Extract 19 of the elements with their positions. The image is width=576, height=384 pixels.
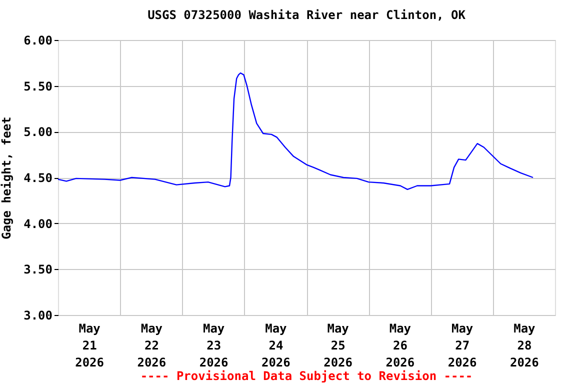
x-tick-label: May 23 2026	[199, 322, 228, 370]
x-tick-label: May 24 2026	[261, 322, 290, 370]
x-tick-label: May 21 2026	[75, 322, 104, 370]
y-tick-label: 3.00	[24, 308, 52, 322]
y-tick-label: 4.50	[24, 171, 52, 185]
x-tick-label: May 26 2026	[386, 322, 415, 370]
y-tick-label: 3.50	[24, 262, 52, 277]
y-tick-label: 5.50	[24, 79, 52, 94]
y-axis-title: Gage height, feet	[0, 116, 14, 240]
x-tick-label: May 22 2026	[137, 322, 166, 370]
y-tick-label: 6.00	[24, 34, 52, 48]
chart-title: USGS 07325000 Washita River near Clinton, OK	[148, 8, 466, 22]
text: ---- Provisional Data Subject to Revision ----	[140, 369, 473, 383]
x-tick-label: May 27 2026	[448, 322, 477, 370]
y-tick-label: 5.00	[24, 125, 52, 140]
y-tick-label: 4.00	[24, 216, 52, 231]
x-tick-label: May 25 2026	[324, 322, 353, 370]
x-tick-label: May 28 2026	[510, 322, 539, 370]
line-series	[57, 72, 534, 190]
